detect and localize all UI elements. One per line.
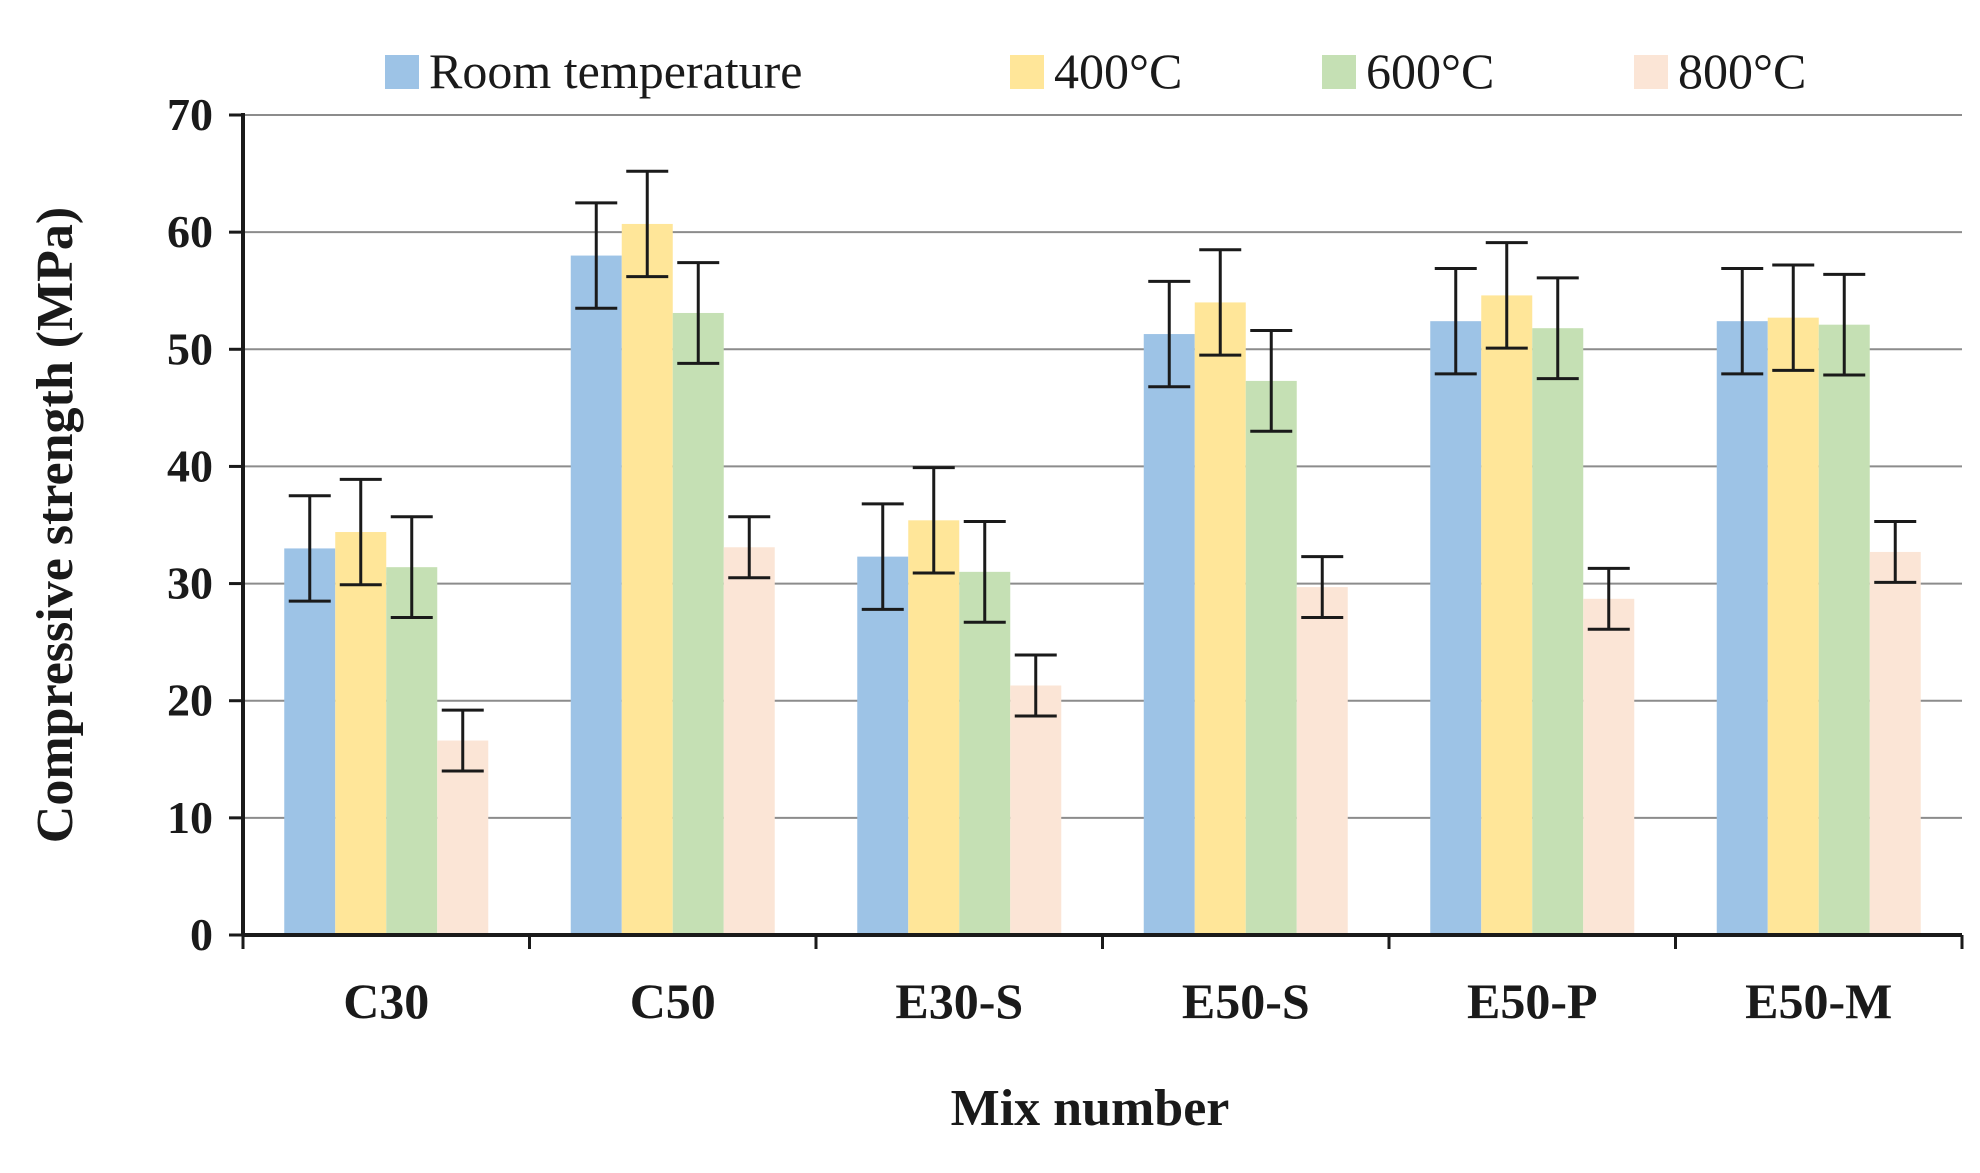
y-tick-label: 30 bbox=[167, 558, 213, 609]
x-tick-label: C30 bbox=[343, 973, 429, 1029]
bar bbox=[1583, 598, 1635, 935]
bar bbox=[1818, 324, 1870, 936]
bar bbox=[959, 571, 1011, 935]
bar bbox=[335, 532, 387, 935]
bar bbox=[570, 255, 622, 936]
legend-label: 600°C bbox=[1366, 43, 1494, 99]
bar bbox=[672, 312, 724, 935]
y-tick-label: 10 bbox=[167, 792, 213, 843]
y-tick-label: 70 bbox=[167, 89, 213, 140]
bar bbox=[1716, 321, 1768, 936]
bar bbox=[908, 520, 960, 935]
y-tick-label: 0 bbox=[190, 909, 213, 960]
bar bbox=[1481, 295, 1533, 935]
legend-label: 800°C bbox=[1678, 43, 1806, 99]
x-axis-title: Mix number bbox=[951, 1080, 1230, 1137]
bar bbox=[1010, 685, 1062, 935]
x-tick-label: C50 bbox=[630, 973, 716, 1029]
bar bbox=[857, 556, 909, 935]
legend-swatch bbox=[385, 55, 419, 89]
bar bbox=[1194, 302, 1246, 935]
bar bbox=[1532, 328, 1584, 935]
y-tick-label: 20 bbox=[167, 675, 213, 726]
axes bbox=[229, 113, 1964, 949]
bar bbox=[1296, 587, 1348, 935]
y-tick-label: 50 bbox=[167, 323, 213, 374]
legend: Room temperature 400°C 600°C 800°C bbox=[385, 43, 1806, 99]
bar bbox=[1767, 317, 1819, 936]
y-axis-title: Compressive strength (MPa) bbox=[27, 207, 84, 843]
legend-label: Room temperature bbox=[429, 43, 803, 99]
bar bbox=[1430, 321, 1482, 936]
x-tick-label: E50-S bbox=[1182, 973, 1310, 1029]
error-bars bbox=[288, 169, 1917, 773]
bar bbox=[723, 547, 775, 935]
bar bbox=[1143, 334, 1195, 935]
gridlines bbox=[243, 114, 1962, 819]
bar bbox=[284, 548, 336, 935]
legend-swatch bbox=[1634, 55, 1668, 89]
bar bbox=[1869, 551, 1921, 935]
y-tick-label: 60 bbox=[167, 206, 213, 257]
x-tick-label: E50-M bbox=[1745, 973, 1892, 1029]
bars bbox=[284, 223, 1921, 936]
bar bbox=[386, 567, 438, 935]
legend-label: 400°C bbox=[1054, 43, 1182, 99]
x-tick-label: E50-P bbox=[1467, 973, 1598, 1029]
legend-swatch bbox=[1010, 55, 1044, 89]
x-tick-label: E30-S bbox=[895, 973, 1023, 1029]
axis-labels: 0 10 20 30 40 50 60 70 C30 C50 E30-S E50-S E50-P E50-… bbox=[167, 89, 1892, 1029]
legend-swatch bbox=[1322, 55, 1356, 89]
bar bbox=[621, 223, 673, 935]
bar bbox=[1245, 380, 1297, 935]
y-tick-label: 40 bbox=[167, 440, 213, 491]
bar bbox=[437, 740, 489, 935]
